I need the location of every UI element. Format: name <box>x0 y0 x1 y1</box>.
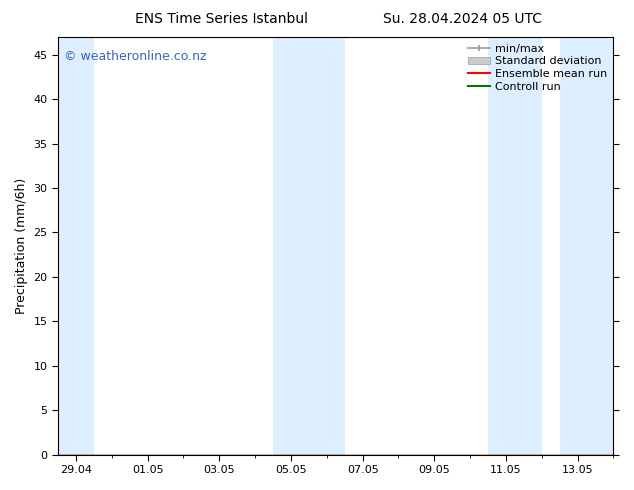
Legend: min/max, Standard deviation, Ensemble mean run, Controll run: min/max, Standard deviation, Ensemble me… <box>465 40 610 96</box>
Y-axis label: Precipitation (mm/6h): Precipitation (mm/6h) <box>15 178 28 314</box>
Bar <box>58 37 94 455</box>
Text: ENS Time Series Istanbul: ENS Time Series Istanbul <box>136 12 308 26</box>
Text: Su. 28.04.2024 05 UTC: Su. 28.04.2024 05 UTC <box>384 12 542 26</box>
Bar <box>560 37 614 455</box>
Bar <box>488 37 542 455</box>
Text: © weatheronline.co.nz: © weatheronline.co.nz <box>63 49 206 63</box>
Bar <box>273 37 345 455</box>
